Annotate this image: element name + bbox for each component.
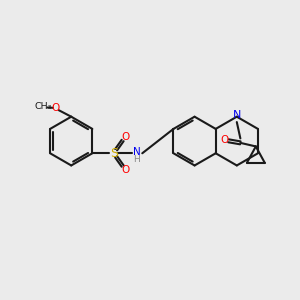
Text: H: H — [134, 155, 140, 164]
Text: O: O — [121, 165, 129, 175]
Text: O: O — [221, 135, 229, 145]
Text: S: S — [110, 147, 118, 160]
Text: O: O — [121, 132, 129, 142]
Text: CH₃: CH₃ — [34, 102, 52, 111]
Text: N: N — [232, 110, 241, 120]
Text: O: O — [52, 103, 60, 113]
Text: N: N — [133, 147, 141, 157]
